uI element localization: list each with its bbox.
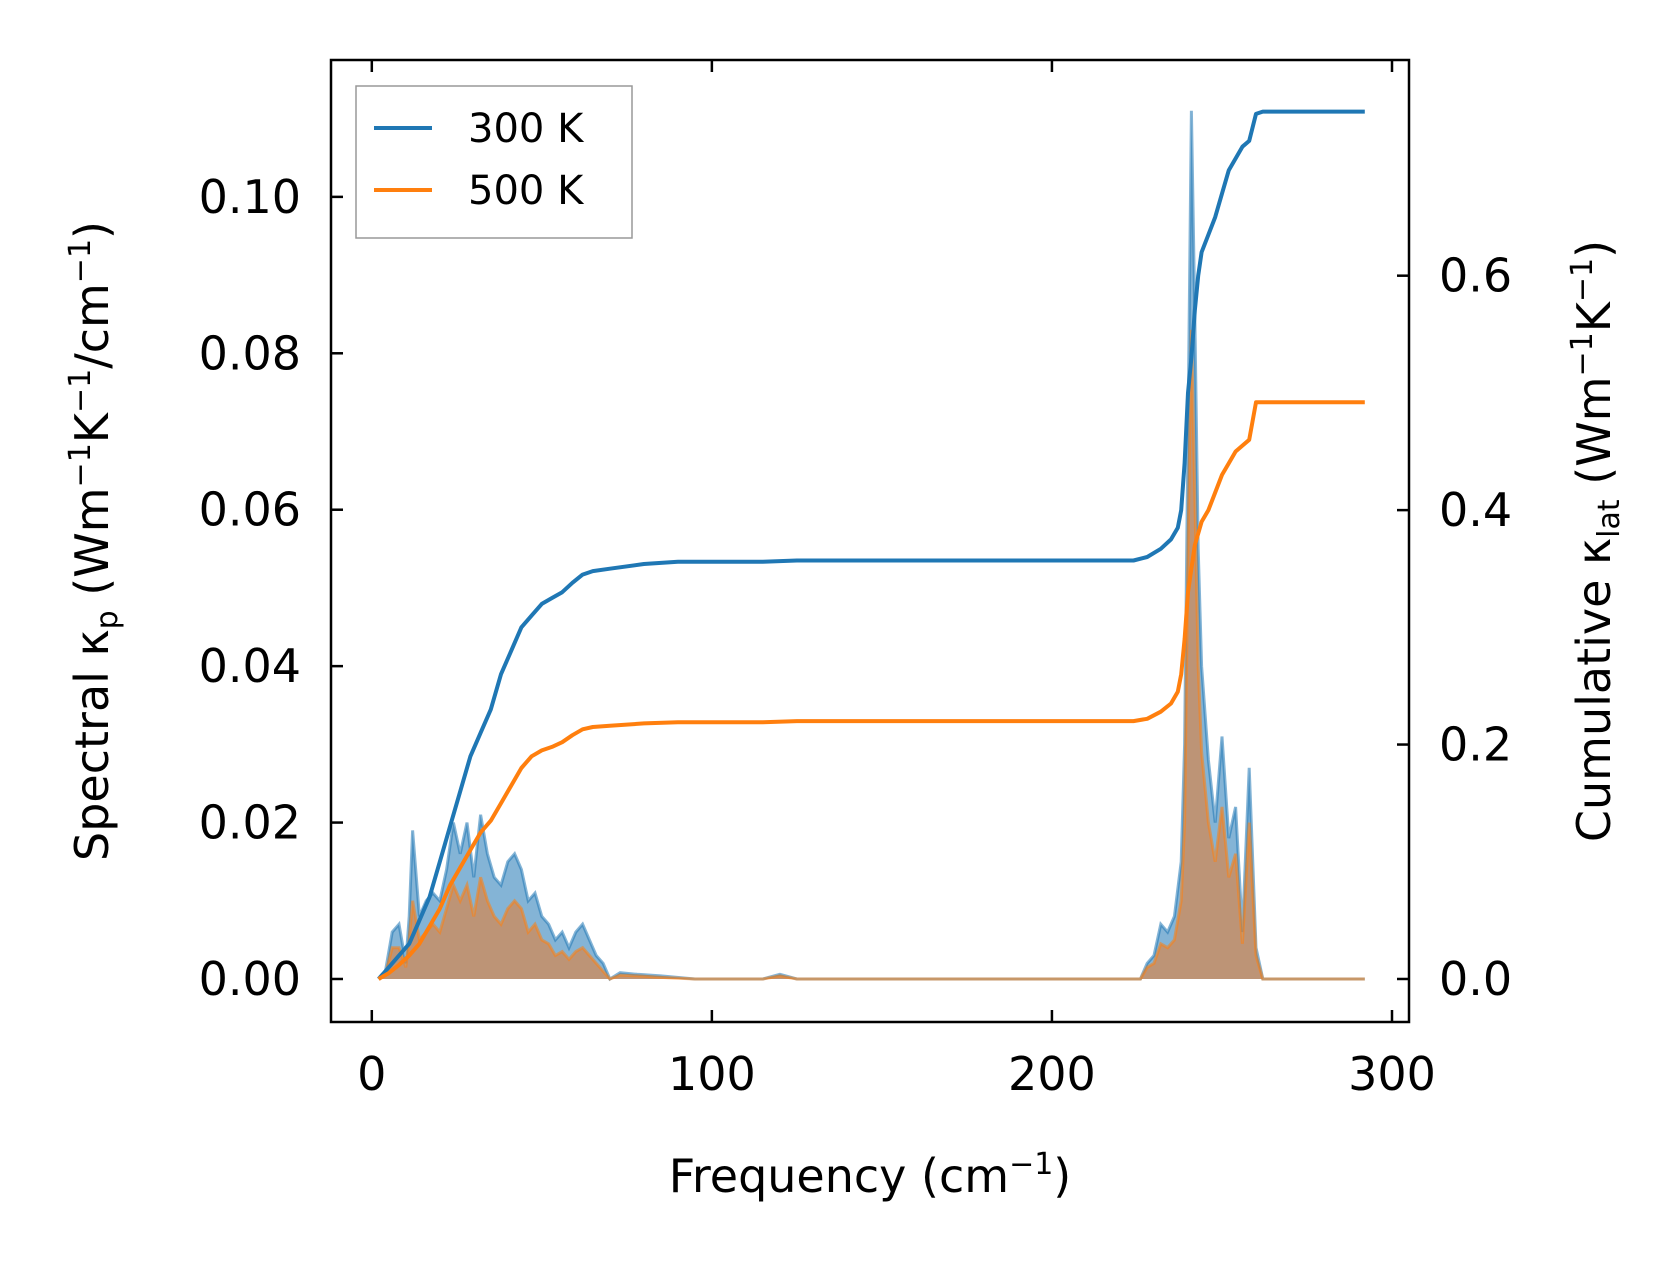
spectral-edge-300k [377,110,1365,982]
y-tick-label: 0.04 [199,639,301,693]
x-tick-label: 200 [1008,1047,1096,1101]
y2-tick-label: 0.6 [1439,249,1512,303]
plot-area [377,109,1365,982]
cumulative-line-300k [377,109,1365,981]
x-tick-label: 300 [1348,1047,1436,1101]
legend: 300 K 500 K [355,85,633,239]
x-tick-label: 0 [357,1047,386,1101]
y-axis-label: Spectral κp (Wm−1K−1/cm−1) [63,221,125,861]
spectral-edge-500k [377,329,1365,981]
cumulative-line-500k [377,400,1365,981]
spectral-fills [377,110,1365,982]
legend-label-300k: 300 K [468,106,585,152]
x-axis-label: Frequency (cm−1) [669,1147,1072,1203]
y2-tick-label: 0.0 [1439,952,1512,1006]
y2-tick-label: 0.4 [1439,483,1512,537]
y2-axis-ticks: 0.0 0.2 0.4 0.6 [1397,249,1512,1006]
y-tick-label: 0.10 [199,170,301,224]
legend-label-500k: 500 K [468,168,585,214]
y2-tick-label: 0.2 [1439,718,1512,772]
x-axis-ticks: 0 100 200 300 [357,60,1436,1101]
y-tick-label: 0.00 [199,952,301,1006]
spectral-fill-500k [378,329,1365,979]
y-tick-label: 0.02 [199,796,301,850]
legend-box [355,85,633,239]
y-axis-ticks: 0.00 0.02 0.04 0.06 0.08 0.10 [199,170,343,1006]
y-tick-label: 0.06 [199,483,301,537]
y-tick-label: 0.08 [199,326,301,380]
x-tick-label: 100 [668,1047,756,1101]
cumulative-lines [377,109,1365,981]
axes-frame [329,58,1411,1024]
y2-axis-label: Cumulative κlat (Wm−1K−1) [1565,240,1627,842]
